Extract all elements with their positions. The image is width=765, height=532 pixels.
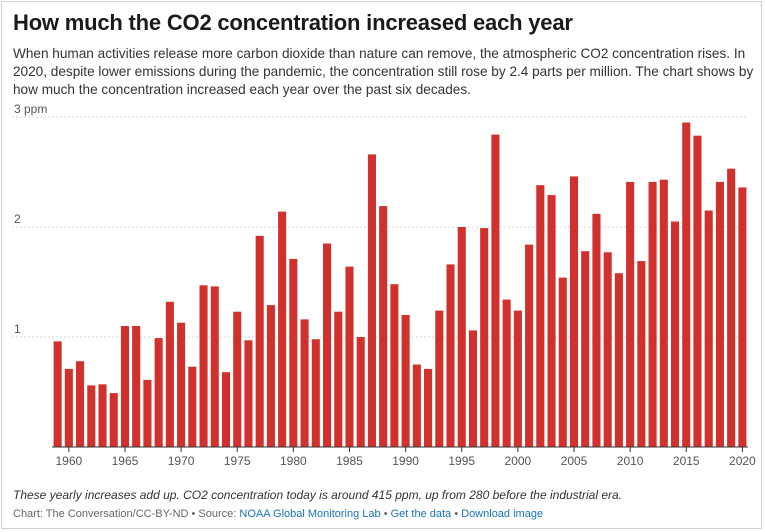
bar-2002[interactable] xyxy=(536,185,545,447)
y-tick-label: 1 xyxy=(14,322,21,336)
y-tick-label: 3 ppm xyxy=(14,102,47,116)
bar-2007[interactable] xyxy=(592,213,601,447)
x-tick-label: 1970 xyxy=(168,454,195,468)
bar-1975[interactable] xyxy=(233,311,242,447)
bar-1970[interactable] xyxy=(177,322,186,447)
bar-1992[interactable] xyxy=(424,368,433,447)
x-tick-label: 2010 xyxy=(617,454,644,468)
x-tick-label: 1960 xyxy=(55,454,82,468)
bar-1988[interactable] xyxy=(379,206,388,447)
credit-separator: • xyxy=(451,508,462,520)
x-tick-label: 1980 xyxy=(280,454,307,468)
bar-1973[interactable] xyxy=(210,286,219,447)
chart-subtitle: When human activities release more carbo… xyxy=(13,46,754,97)
chart-title: How much the CO2 concentration increased… xyxy=(13,10,573,35)
bar-1993[interactable] xyxy=(435,310,444,447)
bar-1965[interactable] xyxy=(120,326,130,447)
bar-2004[interactable] xyxy=(558,277,567,447)
bars xyxy=(53,122,747,448)
bar-1977[interactable] xyxy=(255,235,264,447)
x-tick-label: 1975 xyxy=(224,454,251,468)
bar-2011[interactable] xyxy=(637,261,646,447)
x-tick-label: 1995 xyxy=(448,454,475,468)
x-tick-label: 2000 xyxy=(505,454,532,468)
bar-1969[interactable] xyxy=(165,301,174,447)
bar-1968[interactable] xyxy=(154,338,163,447)
x-tick-label: 2020 xyxy=(729,454,756,468)
bar-1966[interactable] xyxy=(132,326,141,447)
bar-1978[interactable] xyxy=(266,305,275,447)
bar-2003[interactable] xyxy=(547,195,556,447)
bar-1959[interactable] xyxy=(53,341,62,447)
source-link[interactable]: NOAA Global Monitoring Lab xyxy=(239,508,381,520)
x-tick-label: 1990 xyxy=(392,454,419,468)
bar-2013[interactable] xyxy=(659,179,668,447)
bar-1961[interactable] xyxy=(76,361,85,447)
bar-1999[interactable] xyxy=(502,299,511,447)
bar-1963[interactable] xyxy=(98,384,107,447)
footer-credits: Chart: The Conversation/CC-BY-ND • Sourc… xyxy=(13,508,543,520)
bar-1996[interactable] xyxy=(468,330,478,447)
bar-1982[interactable] xyxy=(311,339,320,447)
bar-1989[interactable] xyxy=(390,284,399,447)
bar-1981[interactable] xyxy=(300,319,309,447)
bar-1972[interactable] xyxy=(199,285,208,447)
bar-1962[interactable] xyxy=(87,385,96,447)
bar-1974[interactable] xyxy=(221,372,231,447)
bar-1998[interactable] xyxy=(491,134,500,447)
bar-1964[interactable] xyxy=(109,393,118,447)
bar-2009[interactable] xyxy=(614,273,623,447)
bar-1991[interactable] xyxy=(412,364,421,448)
y-axis-labels: 1 2 3 ppm xyxy=(14,102,47,336)
x-axis-ticks: 1960 1965 1970 1975 1980 1985 1990 1995 2000 2005… xyxy=(55,447,756,468)
bar-1967[interactable] xyxy=(143,379,152,447)
footer-note: These yearly increases add up. CO2 conce… xyxy=(13,488,623,502)
bar-2020[interactable] xyxy=(738,187,747,447)
bar-2006[interactable] xyxy=(581,251,590,447)
bar-1997[interactable] xyxy=(480,228,489,447)
bar-1984[interactable] xyxy=(334,311,343,447)
get-data-link[interactable]: Get the data xyxy=(390,508,452,520)
bar-1986[interactable] xyxy=(356,337,365,447)
bar-1960[interactable] xyxy=(64,368,73,447)
bar-1995[interactable] xyxy=(457,227,466,447)
bar-2005[interactable] xyxy=(569,176,579,447)
credit-text: Chart: The Conversation/CC-BY-ND • Sourc… xyxy=(13,508,240,520)
bar-2010[interactable] xyxy=(626,181,635,447)
x-tick-label: 1965 xyxy=(112,454,139,468)
bar-1994[interactable] xyxy=(446,264,455,447)
bar-1987[interactable] xyxy=(367,154,376,447)
bar-2018[interactable] xyxy=(715,181,724,447)
x-tick-label: 2005 xyxy=(561,454,588,468)
bar-2015[interactable] xyxy=(682,122,691,448)
bar-1976[interactable] xyxy=(244,340,253,447)
download-image-link[interactable]: Download image xyxy=(461,508,544,520)
bar-2014[interactable] xyxy=(670,221,680,448)
x-tick-label: 2015 xyxy=(673,454,700,468)
bar-2001[interactable] xyxy=(525,244,534,447)
bar-2008[interactable] xyxy=(603,252,612,447)
bar-2012[interactable] xyxy=(648,181,657,447)
bar-1990[interactable] xyxy=(401,315,410,447)
bar-2000[interactable] xyxy=(513,310,522,447)
y-tick-label: 2 xyxy=(14,212,21,226)
x-tick-label: 1985 xyxy=(336,454,363,468)
bar-1979[interactable] xyxy=(278,211,287,447)
credit-separator: • xyxy=(380,508,391,520)
bar-1985[interactable] xyxy=(345,266,354,447)
bar-1971[interactable] xyxy=(188,366,197,447)
bar-2019[interactable] xyxy=(727,168,736,447)
bar-1983[interactable] xyxy=(322,243,332,448)
bar-2016[interactable] xyxy=(693,135,702,447)
bar-2017[interactable] xyxy=(704,210,713,448)
bar-1980[interactable] xyxy=(289,258,298,447)
